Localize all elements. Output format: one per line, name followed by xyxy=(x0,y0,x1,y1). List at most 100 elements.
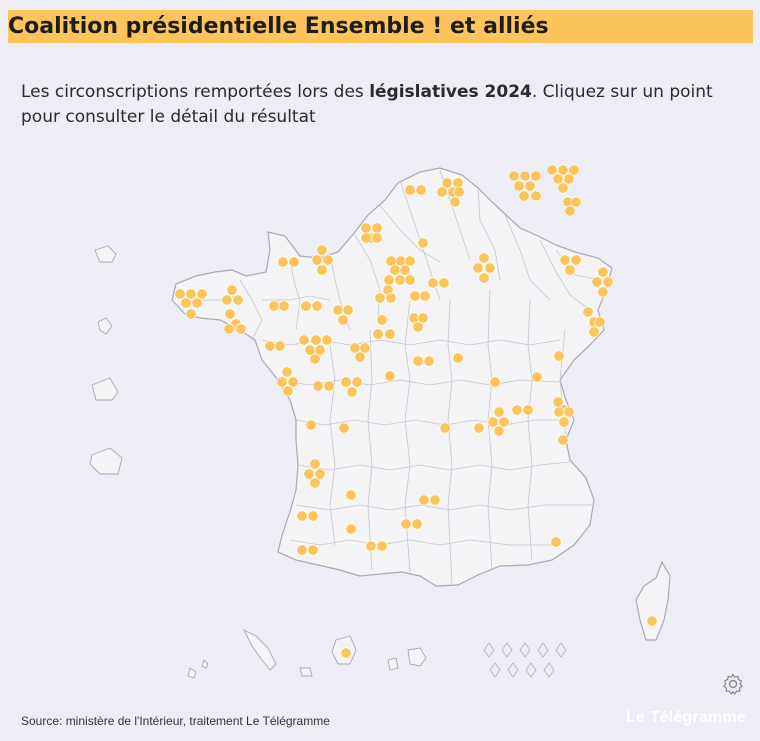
constituency-point[interactable] xyxy=(235,323,247,335)
constituency-point[interactable] xyxy=(400,518,412,530)
constituency-point[interactable] xyxy=(552,173,564,185)
constituency-point[interactable] xyxy=(384,328,396,340)
constituency-point[interactable] xyxy=(478,272,490,284)
constituency-point[interactable] xyxy=(559,254,571,266)
constituency-point[interactable] xyxy=(591,276,603,288)
constituency-point[interactable] xyxy=(196,288,208,300)
constituency-point[interactable] xyxy=(296,544,308,556)
constituency-point[interactable] xyxy=(287,376,299,388)
constituency-point[interactable] xyxy=(646,615,658,627)
constituency-point[interactable] xyxy=(417,237,429,249)
constituency-point[interactable] xyxy=(411,518,423,530)
constituency-point[interactable] xyxy=(314,468,326,480)
constituency-point[interactable] xyxy=(553,350,565,362)
constituency-point[interactable] xyxy=(281,366,293,378)
constituency-point[interactable] xyxy=(436,186,448,198)
constituency-point[interactable] xyxy=(309,477,321,489)
constituency-point[interactable] xyxy=(399,264,411,276)
constituency-point[interactable] xyxy=(346,386,358,398)
constituency-point[interactable] xyxy=(493,406,505,418)
constituency-point[interactable] xyxy=(439,422,451,434)
constituency-point[interactable] xyxy=(513,180,525,192)
constituency-point[interactable] xyxy=(264,340,276,352)
constituency-point[interactable] xyxy=(508,170,520,182)
constituency-point[interactable] xyxy=(588,326,600,338)
constituency-point[interactable] xyxy=(322,254,334,266)
constituency-point[interactable] xyxy=(360,232,372,244)
constituency-point[interactable] xyxy=(232,294,244,306)
constituency-point[interactable] xyxy=(570,196,582,208)
constituency-point[interactable] xyxy=(563,173,575,185)
constituency-point[interactable] xyxy=(452,352,464,364)
constituency-point[interactable] xyxy=(277,256,289,268)
constituency-point[interactable] xyxy=(384,370,396,382)
constituency-point[interactable] xyxy=(303,468,315,480)
constituency-point[interactable] xyxy=(300,300,312,312)
constituency-point[interactable] xyxy=(522,404,534,416)
constituency-point[interactable] xyxy=(345,523,357,535)
constituency-point[interactable] xyxy=(570,254,582,266)
constituency-point[interactable] xyxy=(389,264,401,276)
constituency-point[interactable] xyxy=(311,300,323,312)
constituency-point[interactable] xyxy=(376,314,388,326)
constituency-point[interactable] xyxy=(185,308,197,320)
constituency-point[interactable] xyxy=(340,647,352,659)
constituency-point[interactable] xyxy=(419,290,431,302)
constituency-point[interactable] xyxy=(174,288,186,300)
constituency-point[interactable] xyxy=(185,288,197,300)
constituency-point[interactable] xyxy=(418,494,430,506)
constituency-point[interactable] xyxy=(427,277,439,289)
constituency-point[interactable] xyxy=(478,252,490,264)
constituency-point[interactable] xyxy=(557,164,569,176)
constituency-point[interactable] xyxy=(304,344,316,356)
constituency-point[interactable] xyxy=(489,376,501,388)
constituency-point[interactable] xyxy=(453,186,465,198)
constituency-point[interactable] xyxy=(288,256,300,268)
constituency-point[interactable] xyxy=(221,294,233,306)
constituency-point[interactable] xyxy=(372,328,384,340)
constituency-point[interactable] xyxy=(309,353,321,365)
constituency-point[interactable] xyxy=(423,355,435,367)
constituency-point[interactable] xyxy=(311,254,323,266)
constituency-point[interactable] xyxy=(268,300,280,312)
constituency-point[interactable] xyxy=(564,205,576,217)
constituency-point[interactable] xyxy=(553,406,565,418)
constituency-point[interactable] xyxy=(321,334,333,346)
constituency-point[interactable] xyxy=(371,222,383,234)
constituency-point[interactable] xyxy=(531,371,543,383)
constituency-point[interactable] xyxy=(472,262,484,274)
constituency-point[interactable] xyxy=(557,182,569,194)
constituency-point[interactable] xyxy=(524,180,536,192)
constituency-point[interactable] xyxy=(340,376,352,388)
constituency-point[interactable] xyxy=(305,419,317,431)
constituency-point[interactable] xyxy=(278,300,290,312)
constituency-point[interactable] xyxy=(338,422,350,434)
constituency-point[interactable] xyxy=(385,292,397,304)
constituency-point[interactable] xyxy=(511,404,523,416)
constituency-point[interactable] xyxy=(429,494,441,506)
constituency-point[interactable] xyxy=(563,406,575,418)
constituency-point[interactable] xyxy=(438,277,450,289)
constituency-point[interactable] xyxy=(276,376,288,388)
constituency-point[interactable] xyxy=(282,385,294,397)
constituency-point[interactable] xyxy=(323,380,335,392)
constituency-point[interactable] xyxy=(223,323,235,335)
constituency-point[interactable] xyxy=(298,334,310,346)
constituency-point[interactable] xyxy=(314,344,326,356)
constituency-point[interactable] xyxy=(191,297,203,309)
constituency-point[interactable] xyxy=(394,274,406,286)
constituency-point[interactable] xyxy=(345,489,357,501)
constituency-point[interactable] xyxy=(351,376,363,388)
constituency-point[interactable] xyxy=(316,264,328,276)
constituency-point[interactable] xyxy=(498,416,510,428)
constituency-point[interactable] xyxy=(383,274,395,286)
constituency-point[interactable] xyxy=(296,510,308,522)
constituency-point[interactable] xyxy=(412,321,424,333)
constituency-point[interactable] xyxy=(342,304,354,316)
constituency-point[interactable] xyxy=(354,351,366,363)
constituency-point[interactable] xyxy=(359,342,371,354)
constituency-point[interactable] xyxy=(594,316,606,328)
constituency-point[interactable] xyxy=(602,276,614,288)
constituency-point[interactable] xyxy=(558,416,570,428)
constituency-point[interactable] xyxy=(180,297,192,309)
